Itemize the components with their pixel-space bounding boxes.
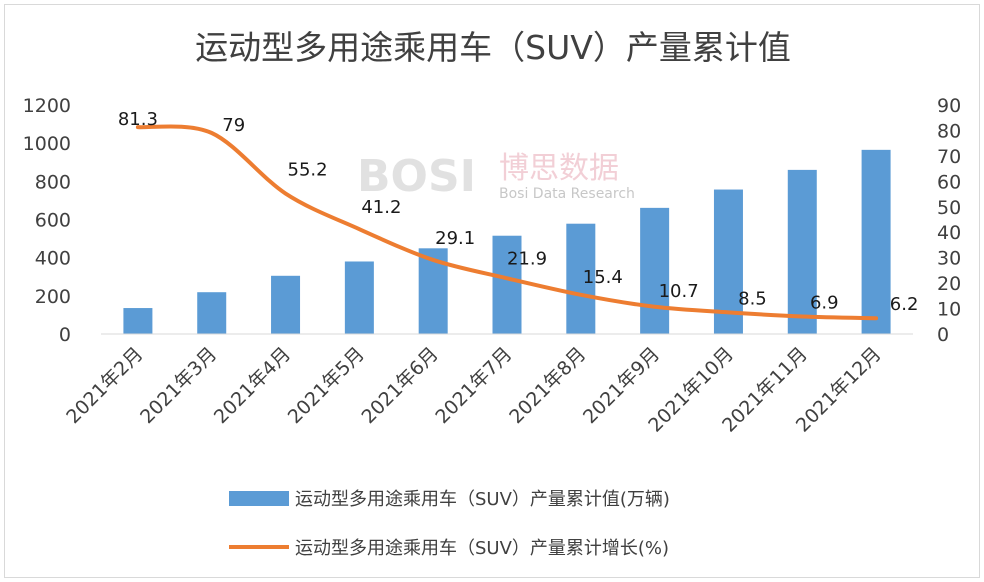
line-data-label: 6.2 bbox=[890, 294, 919, 315]
y-right-tick-label: 50 bbox=[937, 197, 961, 219]
bar bbox=[123, 308, 153, 334]
y-right-tick-label: 0 bbox=[937, 324, 949, 346]
y-right-tick-label: 10 bbox=[937, 299, 961, 321]
x-tick-label: 2021年4月 bbox=[210, 343, 295, 428]
line-series: 81.3 79 55.2 41.2 29.1 21.9 15.4 10.7 8.5 6.9 6.2 bbox=[118, 109, 919, 321]
x-tick-label: 2021年6月 bbox=[358, 343, 443, 428]
x-axis: 2021年2月2021年3月2021年4月2021年5月2021年6月2021年… bbox=[62, 343, 885, 437]
x-tick-label: 2021年5月 bbox=[284, 343, 369, 428]
legend-label-line: 运动型多用途乘用车（SUV）产量累计增长(%) bbox=[295, 538, 669, 559]
x-tick-label: 2021年2月 bbox=[62, 343, 147, 428]
y-right-tick-label: 70 bbox=[937, 146, 961, 168]
y-left-tick-label: 800 bbox=[35, 171, 71, 193]
chart-frame: 运动型多用途乘用车（SUV）产量累计值 BOSI 博思数据 Bosi Data … bbox=[4, 4, 980, 578]
x-tick-label: 2021年3月 bbox=[136, 343, 221, 428]
line-data-label: 29.1 bbox=[435, 228, 475, 249]
y-right-tick-label: 40 bbox=[937, 222, 961, 244]
y-axis-left: 0 200 400 600 800 1000 1200 bbox=[23, 95, 71, 346]
bar bbox=[492, 235, 522, 334]
watermark: BOSI 博思数据 Bosi Data Research bbox=[357, 151, 635, 202]
y-left-tick-label: 600 bbox=[35, 210, 71, 232]
bar-series bbox=[123, 149, 891, 334]
legend: 运动型多用途乘用车（SUV）产量累计值(万辆) 运动型多用途乘用车（SUV）产量… bbox=[229, 489, 670, 559]
chart-canvas: 运动型多用途乘用车（SUV）产量累计值 BOSI 博思数据 Bosi Data … bbox=[23, 28, 962, 559]
y-left-tick-label: 200 bbox=[35, 286, 71, 308]
line-data-label: 81.3 bbox=[118, 109, 158, 130]
x-tick-label: 2021年7月 bbox=[431, 343, 516, 428]
y-right-tick-label: 90 bbox=[937, 95, 961, 117]
line-data-label: 79 bbox=[222, 115, 245, 136]
line-data-label: 41.2 bbox=[361, 197, 401, 218]
bar bbox=[861, 149, 891, 334]
bar bbox=[344, 261, 374, 334]
line-data-label: 55.2 bbox=[288, 160, 328, 181]
line-data-label: 6.9 bbox=[810, 292, 839, 313]
watermark-en: Bosi Data Research bbox=[499, 186, 635, 202]
legend-swatch-bar bbox=[229, 491, 289, 506]
line-data-label: 8.5 bbox=[738, 288, 767, 309]
y-left-tick-label: 1000 bbox=[23, 133, 71, 155]
series-line bbox=[135, 124, 879, 321]
y-right-tick-label: 30 bbox=[937, 248, 961, 270]
y-right-tick-label: 60 bbox=[937, 171, 961, 193]
y-axis-right: 0 10 20 30 40 50 60 70 80 90 bbox=[937, 95, 961, 346]
y-right-tick-label: 80 bbox=[937, 120, 961, 142]
watermark-cn: 博思数据 bbox=[499, 151, 619, 186]
y-right-tick-label: 20 bbox=[937, 273, 961, 295]
y-left-tick-label: 400 bbox=[35, 248, 71, 270]
x-tick-label: 2021年8月 bbox=[505, 343, 590, 428]
line-data-label: 15.4 bbox=[583, 267, 623, 288]
bar bbox=[566, 223, 596, 334]
bar bbox=[640, 207, 670, 334]
bar bbox=[787, 169, 817, 334]
bar bbox=[197, 292, 227, 334]
y-left-tick-label: 1200 bbox=[23, 95, 71, 117]
bar bbox=[271, 275, 301, 334]
chart-title: 运动型多用途乘用车（SUV）产量累计值 bbox=[195, 28, 791, 67]
legend-label-bar: 运动型多用途乘用车（SUV）产量累计值(万辆) bbox=[295, 489, 670, 510]
watermark-logo: BOSI bbox=[357, 151, 476, 202]
line-data-label: 10.7 bbox=[659, 281, 699, 302]
y-left-tick-label: 0 bbox=[59, 324, 71, 346]
line-data-label: 21.9 bbox=[507, 248, 547, 269]
